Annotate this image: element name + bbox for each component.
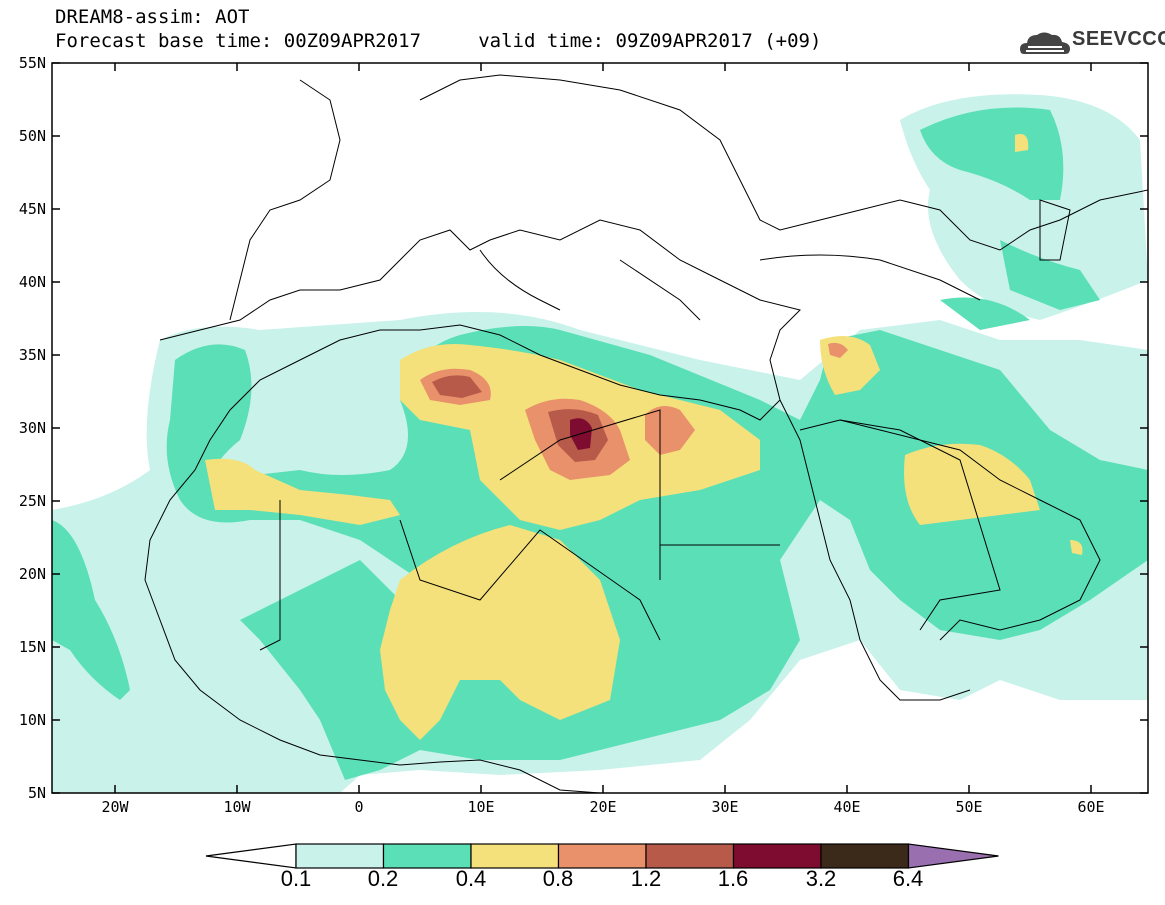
y-axis: 55N 50N 45N 40N 35N 30N 25N 20N 15N 10N …	[19, 54, 1148, 802]
logo-text: SEEVCCC	[1072, 28, 1165, 50]
colorbar-swatch	[382, 843, 472, 869]
y-tick-label: 25N	[19, 492, 46, 510]
colorbar-label: 0.2	[367, 866, 399, 891]
x-tick-label: 20E	[589, 798, 616, 816]
colorbar	[205, 843, 999, 869]
map-title: DREAM8-assim: AOT	[55, 6, 250, 28]
x-tick-label: 60E	[1077, 798, 1104, 816]
colorbar-swatch	[470, 843, 560, 869]
y-tick-label: 40N	[19, 273, 46, 291]
y-tick-label: 15N	[19, 638, 46, 656]
aot-fields	[52, 94, 1148, 793]
colorbar-label: 1.2	[630, 866, 662, 891]
x-tick-label: 10W	[223, 798, 251, 816]
x-tick-label: 10E	[467, 798, 494, 816]
x-tick-label: 40E	[833, 798, 860, 816]
colorbar-label: 0.4	[455, 866, 487, 891]
x-axis: 20W 10W 0 10E 20E 30E 40E 50E 60E	[101, 63, 1105, 816]
colorbar-swatch	[820, 843, 910, 869]
colorbar-arrow-low	[205, 843, 297, 869]
y-tick-label: 55N	[19, 54, 46, 72]
x-tick-label: 20W	[101, 798, 129, 816]
colorbar-label: 6.4	[892, 866, 924, 891]
y-tick-label: 20N	[19, 565, 46, 583]
cloud-icon	[1020, 32, 1070, 54]
x-tick-label: 0	[354, 798, 363, 816]
colorbar-swatch	[557, 843, 647, 869]
colorbar-swatch	[732, 843, 822, 869]
forecast-times: Forecast base time: 00Z09APR2017 valid t…	[55, 30, 822, 52]
x-tick-label: 30E	[711, 798, 738, 816]
x-tick-label: 50E	[955, 798, 982, 816]
colorbar-label: 0.1	[280, 866, 312, 891]
y-tick-label: 50N	[19, 127, 46, 145]
colorbar-label: 0.8	[542, 866, 574, 891]
y-tick-label: 10N	[19, 711, 46, 729]
colorbar-swatch	[295, 843, 385, 869]
colorbar-arrow-high	[907, 843, 999, 869]
y-tick-label: 45N	[19, 200, 46, 218]
colorbar-swatch	[645, 843, 735, 869]
y-tick-label: 5N	[28, 784, 46, 802]
colorbar-label: 1.6	[717, 866, 749, 891]
coastlines-borders	[144, 74, 1148, 793]
colorbar-label: 3.2	[805, 866, 837, 891]
y-tick-label: 35N	[19, 346, 46, 364]
y-tick-label: 30N	[19, 419, 46, 437]
